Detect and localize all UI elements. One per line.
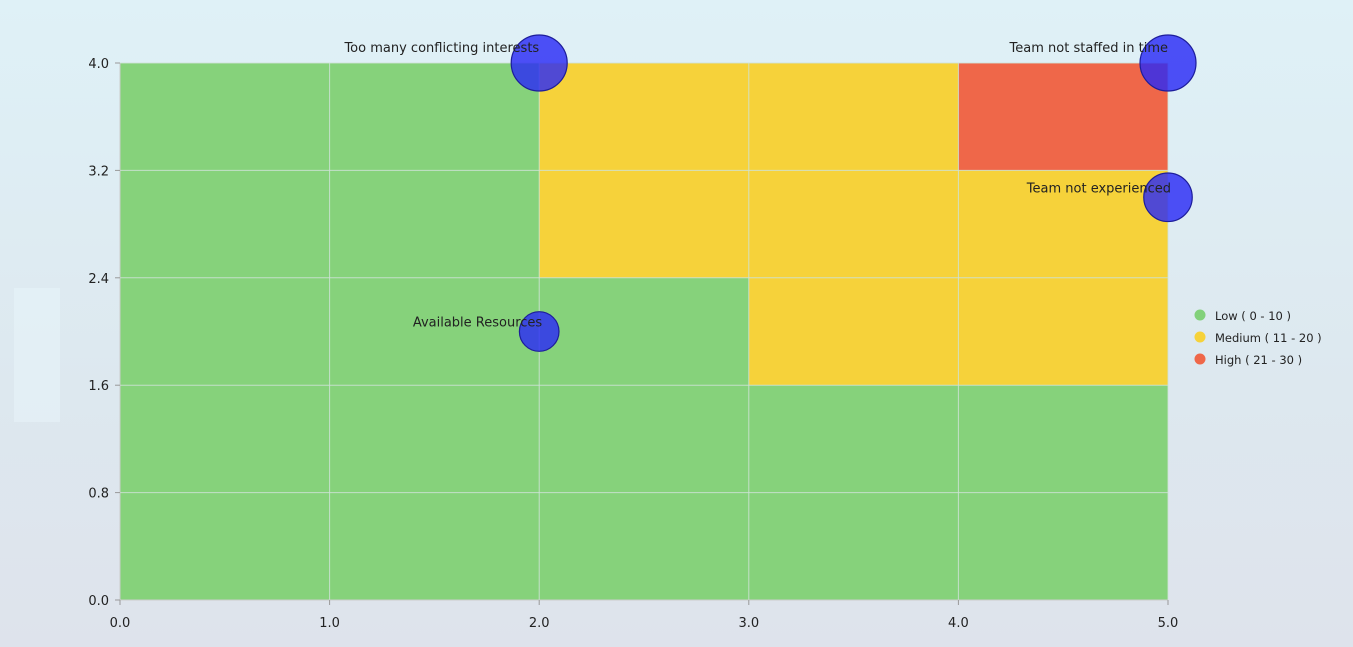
bubble-point[interactable]	[1143, 172, 1193, 223]
y-tick-label: 3.2	[88, 164, 109, 179]
y-tick-label: 2.4	[88, 272, 109, 287]
y-tick-label: 4.0	[88, 57, 109, 72]
zone-high	[958, 63, 1168, 171]
y-tick-label: 0.8	[88, 487, 109, 502]
x-tick-label: 1.0	[319, 616, 340, 631]
x-tick-label: 5.0	[1158, 616, 1179, 631]
bubble-labels: Too many conflicting interests Team not s…	[343, 41, 1171, 331]
axes: 0.0 1.0 2.0 3.0 4.0 5.0 0.0 0.8 1.6 2.4 3.2 4.0	[88, 57, 1178, 631]
y-tick-label: 1.6	[88, 379, 109, 394]
risk-zones	[120, 63, 1168, 600]
bubble-point[interactable]	[518, 311, 560, 352]
background-panel	[14, 288, 60, 422]
legend-label-medium: Medium ( 11 - 20 )	[1215, 331, 1322, 345]
bubble-label: Available Resources	[413, 316, 543, 331]
x-tick-label: 3.0	[738, 616, 759, 631]
legend-swatch-low	[1194, 309, 1206, 321]
y-tick-label: 0.0	[88, 594, 109, 609]
bubble-point[interactable]	[1139, 34, 1197, 92]
legend-label-low: Low ( 0 - 10 )	[1215, 309, 1291, 323]
legend: Low ( 0 - 10 ) Medium ( 11 - 20 ) High ( 2…	[1194, 309, 1322, 367]
x-tick-label: 2.0	[529, 616, 550, 631]
bubble-point[interactable]	[510, 34, 568, 92]
bubble-label: Team not experienced	[1026, 181, 1171, 196]
bubbles	[510, 34, 1197, 352]
legend-label-high: High ( 21 - 30 )	[1215, 353, 1302, 367]
legend-swatch-high	[1194, 353, 1206, 365]
bubble-label: Team not staffed in time	[1009, 41, 1168, 56]
bubble-label: Too many conflicting interests	[343, 41, 539, 56]
x-tick-label: 4.0	[948, 616, 969, 631]
legend-swatch-medium	[1194, 331, 1206, 343]
x-tick-label: 0.0	[110, 616, 131, 631]
